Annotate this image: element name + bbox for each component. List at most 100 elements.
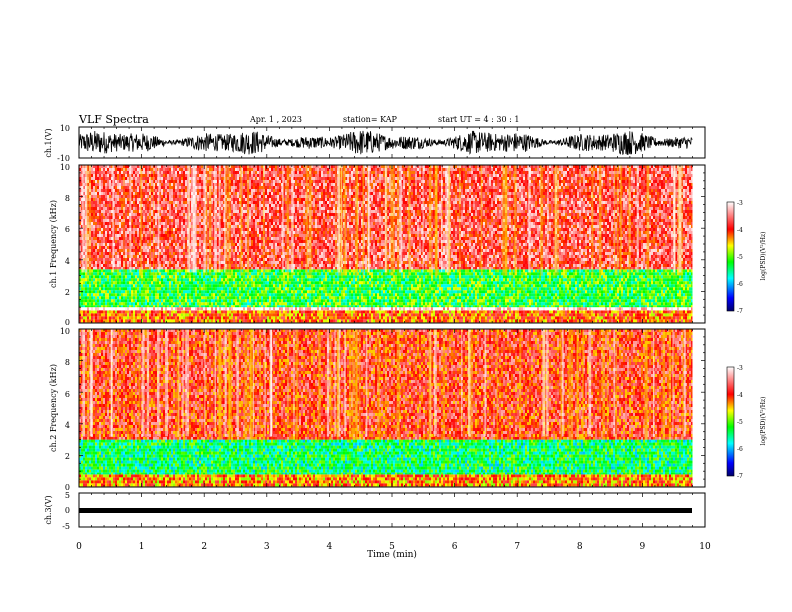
spectrogram-cell [353, 313, 355, 317]
spectrogram-cell [209, 296, 211, 300]
spectrogram-cell [83, 307, 85, 311]
spectrogram-cell [243, 305, 245, 308]
spectrogram-cell [675, 310, 677, 314]
spectrogram-cell [353, 293, 355, 297]
spectrogram-cell [489, 278, 491, 282]
spectrogram-cell [123, 305, 125, 308]
spectrogram-cell [89, 293, 91, 297]
spectrogram-cell [383, 302, 385, 306]
spectrogram-cell [155, 316, 157, 320]
spectrogram-cell [143, 290, 145, 294]
spectrogram-cell [191, 284, 193, 288]
spectrogram-cell [621, 310, 623, 314]
spectrogram-cell [169, 296, 171, 300]
spectrogram-cell [157, 290, 159, 294]
spectrogram-cell [175, 316, 177, 320]
spectrogram-cell [161, 287, 163, 291]
spectrogram-cell [339, 296, 341, 300]
spectrogram-cell [419, 278, 421, 282]
spectrogram-cell [91, 284, 93, 288]
spectrogram-cell [309, 290, 311, 294]
spectrogram-cell [497, 287, 499, 291]
spectrogram-cell [219, 281, 221, 285]
spectrogram-cell [125, 305, 127, 308]
spectrogram-cell [243, 287, 245, 291]
spectrogram-cell [571, 316, 573, 320]
spectrogram-cell [423, 290, 425, 294]
spectrogram-cell [509, 278, 511, 282]
spectrogram-cell [81, 316, 83, 320]
spectrogram-cell [311, 269, 313, 273]
spectrogram-cell [235, 299, 237, 303]
spectrogram-cell [449, 316, 451, 320]
spectrogram-cell [455, 316, 457, 320]
spectrogram-cell [593, 307, 595, 311]
spectrogram-cell [433, 307, 435, 311]
spectrogram-cell [243, 299, 245, 303]
spectrogram-cell [317, 293, 319, 297]
spectrogram-cell [511, 275, 513, 279]
spectrogram-cell [499, 275, 501, 279]
spectrogram-cell [129, 316, 131, 320]
spectrogram-cell [149, 305, 151, 308]
spectrogram-cell [189, 313, 191, 317]
spectrogram-cell [395, 319, 397, 323]
spectrogram-cell [263, 319, 265, 323]
spectrogram-cell [93, 284, 95, 288]
spectrogram-cell [231, 287, 233, 291]
spectrogram-cell [155, 319, 157, 323]
spectrogram-cell [641, 310, 643, 314]
spectrogram-cell [375, 316, 377, 320]
spectrogram-cell [343, 281, 345, 285]
spectrogram-cell [133, 281, 135, 285]
spectrogram-cell [313, 269, 315, 273]
spectrogram-cell [625, 319, 627, 323]
spectrogram-cell [641, 319, 643, 323]
spectrogram-cell [613, 313, 615, 317]
spectrogram-cell [401, 296, 403, 300]
spectrogram-cell [377, 313, 379, 317]
spectrogram-cell [197, 296, 199, 300]
spectrogram-cell [143, 269, 145, 273]
spectrogram-cell [379, 293, 381, 297]
spectrogram-cell [299, 310, 301, 314]
spectrogram-cell [369, 287, 371, 291]
spectrogram-cell [347, 284, 349, 288]
spectrogram-cell [359, 310, 361, 314]
spectrogram-cell [173, 299, 175, 303]
spectrogram-cell [437, 307, 439, 311]
spectrogram-cell [457, 269, 459, 273]
spectrogram-cell [89, 290, 91, 294]
spectrogram-cell [363, 293, 365, 297]
spectrogram-cell [503, 272, 505, 276]
spectrogram-cell [179, 287, 181, 291]
spectrogram-cell [323, 296, 325, 300]
spectrogram-cell [527, 316, 529, 320]
spectrogram-cell [321, 275, 323, 279]
spectrogram-cell [341, 278, 343, 282]
spectrogram-cell [609, 319, 611, 323]
spectrogram-cell [231, 296, 233, 300]
spectrogram-cell [665, 310, 667, 314]
spectrogram-cell [347, 307, 349, 311]
spectrogram-cell [547, 316, 549, 320]
spectrogram-cell [113, 307, 115, 311]
spectrogram-cell [141, 316, 143, 320]
spectrogram-cell [123, 281, 125, 285]
spectrogram-cell [305, 287, 307, 291]
spectrogram-cell [381, 313, 383, 317]
spectrogram-cell [299, 319, 301, 323]
spectrogram-cell [333, 296, 335, 300]
spectrogram-cell [373, 299, 375, 303]
spectrogram-cell [397, 296, 399, 300]
spectrogram-cell [591, 310, 593, 314]
spectrogram-cell [145, 287, 147, 291]
spectrogram-cell [497, 284, 499, 288]
spectrogram-cell [545, 310, 547, 314]
spectrogram-cell [217, 290, 219, 294]
spectrogram-cell [459, 310, 461, 314]
spectrogram-cell [413, 269, 415, 273]
spectrogram-cell [347, 275, 349, 279]
spectrogram-cell [99, 299, 101, 303]
spectrogram-cell [177, 310, 179, 314]
